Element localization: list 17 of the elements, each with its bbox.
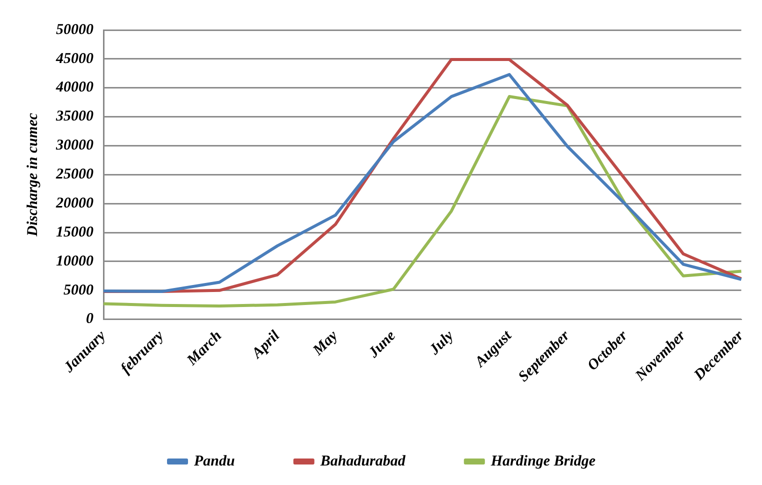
x-tick-label: July (426, 328, 458, 359)
x-tick-label: May (310, 328, 342, 360)
y-tick-label: 45000 (55, 50, 94, 67)
y-tick-label: 15000 (56, 224, 94, 240)
y-tick-label: 35000 (55, 108, 94, 125)
y-tick-label: 5000 (64, 282, 94, 298)
y-tick-label: 50000 (56, 22, 94, 38)
y-tick-label: 30000 (55, 138, 94, 154)
y-tick-label: 25000 (55, 166, 94, 183)
legend-label: Pandu (194, 453, 235, 470)
y-tick-label: 20000 (55, 195, 94, 212)
legend-label: Bahadurabad (319, 453, 406, 470)
y-tick-label: 0 (86, 311, 94, 328)
legend-label: Hardinge Bridge (490, 453, 596, 470)
y-axis-title: Discharge in cumec (24, 112, 41, 238)
y-tick-label: 10000 (56, 253, 94, 270)
y-tick-label: 40000 (55, 80, 94, 96)
